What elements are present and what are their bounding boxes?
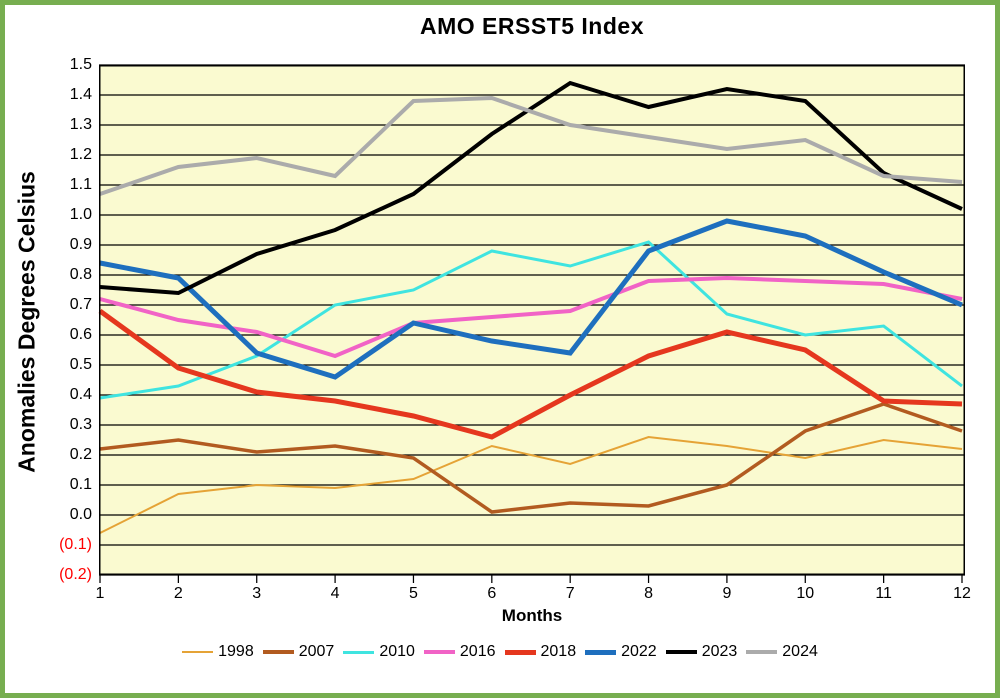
x-tick-label: 3 <box>252 585 262 602</box>
legend-swatch-2024 <box>746 650 778 654</box>
legend-item-1998: 1998 <box>182 642 254 662</box>
x-tick-label: 9 <box>722 585 732 602</box>
x-tick-label: 4 <box>330 585 340 602</box>
legend-label: 2023 <box>701 643 738 660</box>
x-tick-label: 10 <box>796 585 815 602</box>
x-tick-label: 2 <box>173 585 183 602</box>
legend-item-2016: 2016 <box>423 642 496 662</box>
series-line-2022 <box>99 218 963 380</box>
chart-title: AMO ERSST5 Index <box>420 13 644 39</box>
y-tick-label: 0.2 <box>69 446 92 463</box>
legend-item-2007: 2007 <box>262 642 335 662</box>
series-line-2007 <box>99 402 963 514</box>
y-tick-label: (0.1) <box>59 536 92 553</box>
y-tick-label: 1.0 <box>69 206 92 223</box>
x-tick-label: 12 <box>953 585 971 602</box>
y-tick-label: (0.2) <box>59 566 92 583</box>
series-line-1998 <box>99 435 963 534</box>
legend-label: 2022 <box>621 643 657 660</box>
y-axis-tick-labels: 1.5 1.4 1.3 1.2 1.1 1.0 0.9 0.8 0.7 0.6 0.5 0.4 0.3 0… <box>18 0 92 698</box>
y-tick-label: 0.4 <box>69 386 92 403</box>
y-tick-label: 1.2 <box>69 146 92 163</box>
line-chart <box>98 64 965 583</box>
y-tick-label: 0.1 <box>69 476 92 493</box>
plot-background <box>99 65 965 575</box>
legend-swatch-2023 <box>665 650 697 654</box>
legend-item-2023: 2023 <box>665 642 738 662</box>
x-tick-label: 7 <box>565 585 575 602</box>
x-tick-label: 11 <box>875 585 892 602</box>
y-tick-label: 1.3 <box>69 116 92 133</box>
x-tick-label: 1 <box>95 585 105 602</box>
legend-swatch-2010 <box>343 650 375 654</box>
y-tick-label: 0.3 <box>69 416 92 433</box>
legend-label: 2010 <box>379 643 415 660</box>
x-axis-tick-labels: 1 2 3 4 5 6 7 8 9 10 11 12 <box>0 585 1000 605</box>
x-axis-title: Months <box>501 606 563 625</box>
series-line-2023 <box>99 80 963 296</box>
legend-swatch-2016 <box>423 650 455 654</box>
legend-item-2022: 2022 <box>585 642 657 662</box>
series-line-2024 <box>99 95 963 196</box>
legend-label: 2024 <box>782 643 818 660</box>
y-tick-label: 0.9 <box>69 236 92 253</box>
legend-item-2018: 2018 <box>504 642 577 662</box>
series-line-2010 <box>99 240 963 400</box>
legend-swatch-1998 <box>182 651 214 653</box>
legend-label: 1998 <box>218 643 254 660</box>
x-tick-label: 6 <box>487 585 497 602</box>
series-line-2018 <box>98 308 963 440</box>
y-tick-label: 1.5 <box>69 56 92 73</box>
legend-item-2024: 2024 <box>746 642 818 662</box>
legend: 1998 2007 2010 2016 2018 2022 2023 2024 <box>0 642 1000 662</box>
legend-item-2010: 2010 <box>343 642 415 662</box>
plot-area <box>98 64 965 587</box>
plot-border <box>99 65 965 575</box>
x-tick-label: 5 <box>409 585 418 602</box>
legend-swatch-2007 <box>262 650 294 654</box>
y-tick-label: 1.1 <box>69 176 92 193</box>
y-tick-label: 1.4 <box>69 86 92 103</box>
legend-label: 2018 <box>540 643 577 660</box>
y-tick-label: 0.6 <box>69 326 92 343</box>
y-tick-label: 0.8 <box>69 266 92 283</box>
y-tick-label: 0.0 <box>69 506 92 523</box>
legend-swatch-2022 <box>585 649 617 655</box>
legend-label: 2016 <box>459 643 496 660</box>
legend-swatch-2018 <box>504 649 536 655</box>
y-tick-label: 0.7 <box>69 296 92 313</box>
series-line-2016 <box>99 275 963 359</box>
y-tick-label: 0.5 <box>69 356 92 373</box>
x-tick-label: 8 <box>644 585 653 602</box>
legend-label: 2007 <box>298 643 335 660</box>
